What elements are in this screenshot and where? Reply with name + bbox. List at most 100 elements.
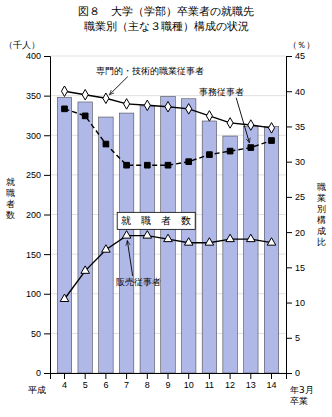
point <box>248 120 254 131</box>
annotation-arrow <box>236 98 249 143</box>
y2-tick: 25 <box>286 192 305 202</box>
y-tick-mark <box>44 96 50 97</box>
y-tick-label: 400 <box>26 51 41 61</box>
y2-axis-title: 職業別構成比 <box>317 182 326 247</box>
y2-tick-mark <box>286 338 292 339</box>
y-tick-mark <box>44 333 50 334</box>
x-tick: 4 <box>62 373 67 390</box>
x-tick: 12 <box>225 373 235 390</box>
point <box>81 266 90 273</box>
y2-tick: 30 <box>286 157 305 167</box>
bar <box>264 127 278 373</box>
y2-tick-label: 35 <box>295 122 305 132</box>
point <box>144 100 150 111</box>
y2-tick-label: 45 <box>295 51 305 61</box>
point <box>124 99 130 110</box>
y-tick-label: 50 <box>31 329 41 339</box>
point <box>227 118 233 129</box>
chart-container: 図８ 大学（学部）卒業者の就職先職業別（主な３職種）構成の状況456789101… <box>0 0 332 417</box>
grid-line <box>50 56 286 57</box>
x-tick-mark <box>85 373 86 379</box>
x-tick-mark <box>230 373 231 379</box>
bar <box>99 117 113 373</box>
y2-tick-label: 0 <box>295 368 300 378</box>
y-tick-mark <box>44 254 50 255</box>
y2-tick-mark <box>286 303 292 304</box>
y2-axis-line <box>287 57 293 374</box>
y2-tick-mark <box>286 267 292 268</box>
y-tick: 350 <box>26 91 50 101</box>
x-tick-label: 4 <box>62 380 67 390</box>
y-tick-mark <box>44 373 50 374</box>
x-tick: 14 <box>267 373 277 390</box>
point <box>61 86 67 97</box>
x-tick-mark <box>188 373 189 379</box>
y2-tick: 45 <box>286 51 305 61</box>
bar-label: 就 職 者 数 <box>117 212 195 229</box>
point <box>165 162 171 168</box>
y-tick-mark <box>44 294 50 295</box>
x-tick: 10 <box>184 373 194 390</box>
bar-label-text: 就 職 者 数 <box>121 215 191 226</box>
y-axis-unit: （千人） <box>4 40 40 50</box>
point <box>268 123 274 134</box>
y-tick-label: 250 <box>26 170 41 180</box>
x-tick-label: 11 <box>205 380 214 390</box>
y-tick-label: 350 <box>26 91 41 101</box>
y2-tick-mark <box>286 126 292 127</box>
x-tick-label: 5 <box>83 380 88 390</box>
x-tick-label: 9 <box>165 380 170 390</box>
x-tick-mark <box>147 373 148 379</box>
x-tick: 13 <box>246 373 256 390</box>
y2-tick: 20 <box>286 227 305 237</box>
y2-tick: 15 <box>286 263 305 273</box>
x-tick-label: 7 <box>124 380 129 390</box>
point <box>124 162 130 168</box>
x-tick-label: 13 <box>246 380 256 390</box>
y2-tick-mark <box>286 91 292 92</box>
y-tick: 150 <box>26 250 50 260</box>
x-tick: 9 <box>165 373 170 390</box>
y2-tick: 10 <box>286 298 305 308</box>
annotation: 事務従事者 <box>199 87 244 97</box>
x-tick: 7 <box>124 373 129 390</box>
y-tick: 0 <box>36 368 50 378</box>
bar-label-box <box>117 212 195 229</box>
point <box>82 113 88 119</box>
bar <box>244 127 258 373</box>
y2-tick-label: 20 <box>295 227 305 237</box>
x-tick-mark <box>168 373 169 379</box>
y2-tick-mark <box>286 232 292 233</box>
y-tick-label: 0 <box>36 368 41 378</box>
x-tick-mark <box>250 373 251 379</box>
point <box>207 152 213 158</box>
point <box>205 238 214 245</box>
bar <box>181 99 195 373</box>
y-tick-label: 150 <box>26 250 41 260</box>
y2-tick-label: 15 <box>295 263 305 273</box>
x-tick: 11 <box>205 373 214 390</box>
point <box>144 162 150 168</box>
y2-tick: 35 <box>286 122 305 132</box>
plot-area: 4567891011121314050100150200250300350400… <box>4 40 326 406</box>
line <box>64 236 271 299</box>
point <box>186 104 192 115</box>
point <box>267 238 276 245</box>
y-tick-label: 200 <box>26 210 41 220</box>
y2-tick-mark <box>286 56 292 57</box>
x-tick: 6 <box>103 373 108 390</box>
grid <box>50 56 286 373</box>
y2-tick: 40 <box>286 87 305 97</box>
y2-tick-label: 5 <box>295 333 300 343</box>
point <box>62 106 68 112</box>
line-series <box>62 106 275 168</box>
point <box>247 234 256 241</box>
x-tick: 5 <box>83 373 88 390</box>
y2-axis: 0 5 10 15 20 25 30 35 40 45 <box>286 51 305 378</box>
chart-svg: 図８ 大学（学部）卒業者の就職先職業別（主な３職種）構成の状況456789101… <box>0 0 332 417</box>
bar <box>119 113 133 373</box>
point <box>206 111 212 122</box>
y-tick: 300 <box>26 131 50 141</box>
y-tick-label: 100 <box>26 289 41 299</box>
annotations: 専門的・技術的職業従事者事務従事者販売従事者 <box>96 66 250 287</box>
